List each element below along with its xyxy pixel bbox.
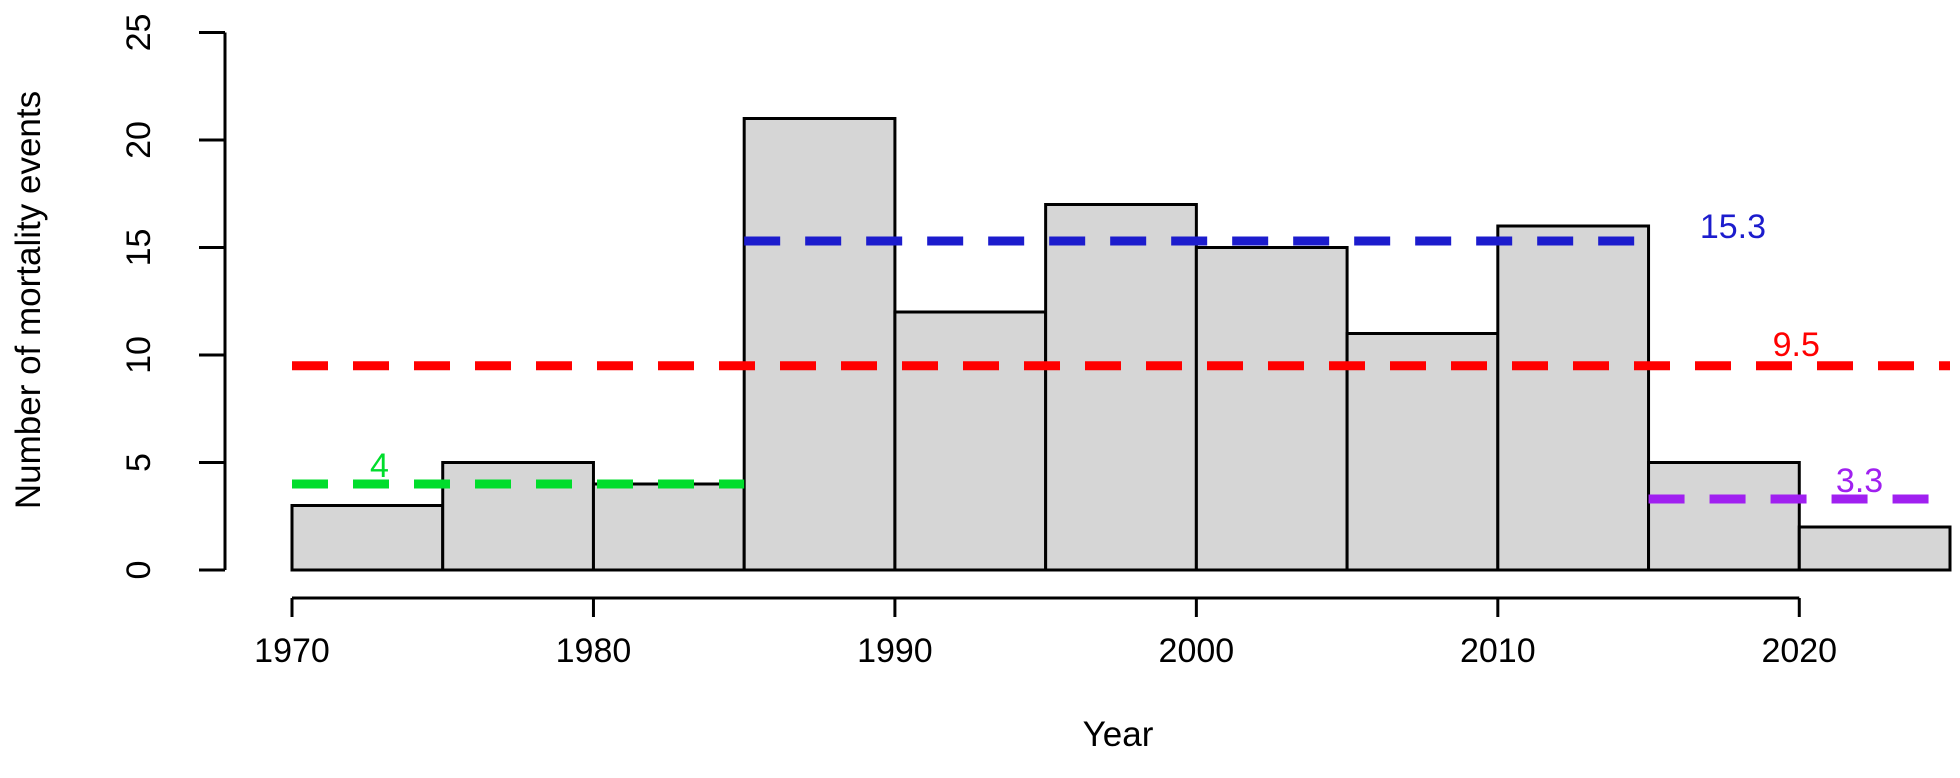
histogram-bar-1990 [893, 310, 1048, 572]
histogram-bar-1995 [1044, 203, 1198, 572]
histogram-bar-2010 [1496, 224, 1651, 572]
histogram-bar-1970 [290, 504, 445, 572]
x-tick-label-1970: 1970 [254, 632, 330, 670]
bars-layer [290, 117, 1952, 572]
histogram-bar-1975 [441, 461, 595, 572]
mean-1985-2015-label: 15.3 [1700, 208, 1766, 246]
x-tick-label-2010: 2010 [1460, 632, 1536, 670]
y-axis-title: Number of mortality events [9, 91, 48, 509]
reference-labels-layer: 4 15.3 9.5 3.3 [370, 208, 1883, 500]
axes-layer: 0 5 10 15 20 25 1970 1980 1990 2000 2010 2020 [120, 14, 1837, 670]
x-tick-label-2020: 2020 [1761, 632, 1837, 670]
y-tick-label-20: 20 [120, 121, 158, 159]
y-tick-label-15: 15 [120, 229, 158, 267]
mean-overall-label: 9.5 [1773, 326, 1820, 364]
histogram-bar-2000 [1194, 246, 1349, 572]
x-tick-label-1980: 1980 [556, 632, 632, 670]
y-tick-label-10: 10 [120, 336, 158, 374]
histogram-bar-2020 [1797, 525, 1952, 572]
histogram-bar-2005 [1345, 332, 1500, 572]
mean-1970-1985-label: 4 [370, 447, 389, 485]
x-tick-label-2000: 2000 [1159, 632, 1235, 670]
y-tick-label-25: 25 [120, 14, 158, 52]
y-tick-label-0: 0 [120, 561, 158, 580]
reference-lines-layer [292, 236, 1950, 504]
histogram-bar-1980 [591, 482, 746, 572]
x-tick-label-1990: 1990 [857, 632, 933, 670]
y-tick-label-5: 5 [120, 453, 158, 472]
histogram-bar-2015 [1647, 461, 1801, 572]
x-axis-title: Year [1083, 715, 1154, 754]
mean-2015-2025-label: 3.3 [1836, 462, 1883, 500]
histogram-bar-1985 [742, 117, 897, 572]
